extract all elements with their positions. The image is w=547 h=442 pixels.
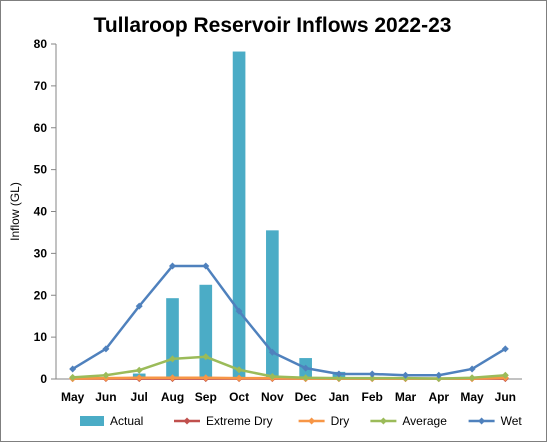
legend-label-dry: Dry: [331, 414, 350, 428]
bar-actual: [166, 298, 179, 379]
y-tick-label: 80: [34, 37, 48, 51]
y-tick-label: 0: [40, 372, 47, 386]
y-axis-label: Inflow (GL): [8, 182, 22, 241]
point-wet: [368, 370, 376, 378]
legend-label-wet: Wet: [501, 414, 523, 428]
y-tick-label: 70: [34, 79, 48, 93]
point-wet: [135, 302, 143, 310]
point-wet: [435, 371, 443, 379]
x-tick-label: Sep: [195, 390, 217, 404]
point-wet: [335, 370, 343, 378]
point-average: [202, 353, 210, 361]
x-tick-label: Oct: [229, 390, 249, 404]
legend-label-average: Average: [402, 414, 447, 428]
x-tick-label: May: [61, 390, 85, 404]
legend-marker-dry: [308, 417, 316, 425]
point-wet: [402, 371, 409, 379]
x-tick-label: Nov: [261, 390, 284, 404]
point-wet: [468, 365, 476, 373]
x-tick-label: Jan: [329, 390, 350, 404]
point-dry: [169, 374, 176, 382]
line-wet: [71, 264, 507, 377]
x-tick-label: Apr: [428, 390, 449, 404]
bar-actual: [266, 230, 279, 379]
point-average: [102, 371, 110, 379]
x-tick-label: Jul: [131, 390, 148, 404]
x-tick-label: Dec: [295, 390, 317, 404]
point-wet: [501, 345, 509, 353]
point-average: [268, 372, 276, 380]
x-tick-label: Mar: [395, 390, 417, 404]
point-wet: [235, 307, 243, 315]
point-average: [501, 371, 509, 379]
point-wet: [268, 348, 276, 356]
legend-marker-wet: [478, 417, 486, 425]
x-tick-label: Feb: [362, 390, 383, 404]
legend-label-extreme-dry: Extreme Dry: [206, 414, 273, 428]
chart-title: Tullaroop Reservoir Inflows 2022-23: [93, 14, 452, 37]
legend-marker-average: [379, 417, 387, 425]
point-average: [335, 374, 343, 382]
y-tick-label: 40: [34, 205, 48, 219]
point-average: [302, 374, 310, 382]
point-dry: [135, 374, 143, 382]
y-tick-label: 30: [34, 246, 48, 260]
bar-actual: [199, 284, 213, 379]
point-wet: [202, 262, 210, 270]
point-average: [69, 373, 77, 381]
point-dry: [202, 374, 210, 382]
x-tick-label: May: [460, 390, 484, 404]
bar-actual: [232, 51, 246, 379]
legend-label-actual: Actual: [110, 414, 143, 428]
point-average: [235, 366, 243, 374]
point-average: [468, 374, 476, 382]
point-average: [368, 374, 376, 382]
point-wet: [302, 364, 310, 372]
x-tick-label: Jun: [95, 390, 116, 404]
y-tick-label: 50: [34, 163, 48, 177]
point-average: [135, 366, 143, 374]
line-average: [72, 355, 506, 380]
point-dry: [235, 374, 243, 382]
legend-marker-extreme-dry: [183, 417, 191, 425]
y-tick-label: 10: [34, 330, 48, 344]
point-wet: [69, 365, 77, 373]
x-tick-label: Aug: [161, 390, 184, 404]
point-wet: [169, 262, 176, 270]
y-tick-label: 60: [34, 121, 48, 135]
y-tick-label: 20: [34, 288, 48, 302]
point-wet: [102, 345, 110, 353]
point-average: [169, 355, 176, 363]
x-tick-label: Jun: [495, 390, 516, 404]
legend-swatch-actual: [80, 416, 104, 426]
